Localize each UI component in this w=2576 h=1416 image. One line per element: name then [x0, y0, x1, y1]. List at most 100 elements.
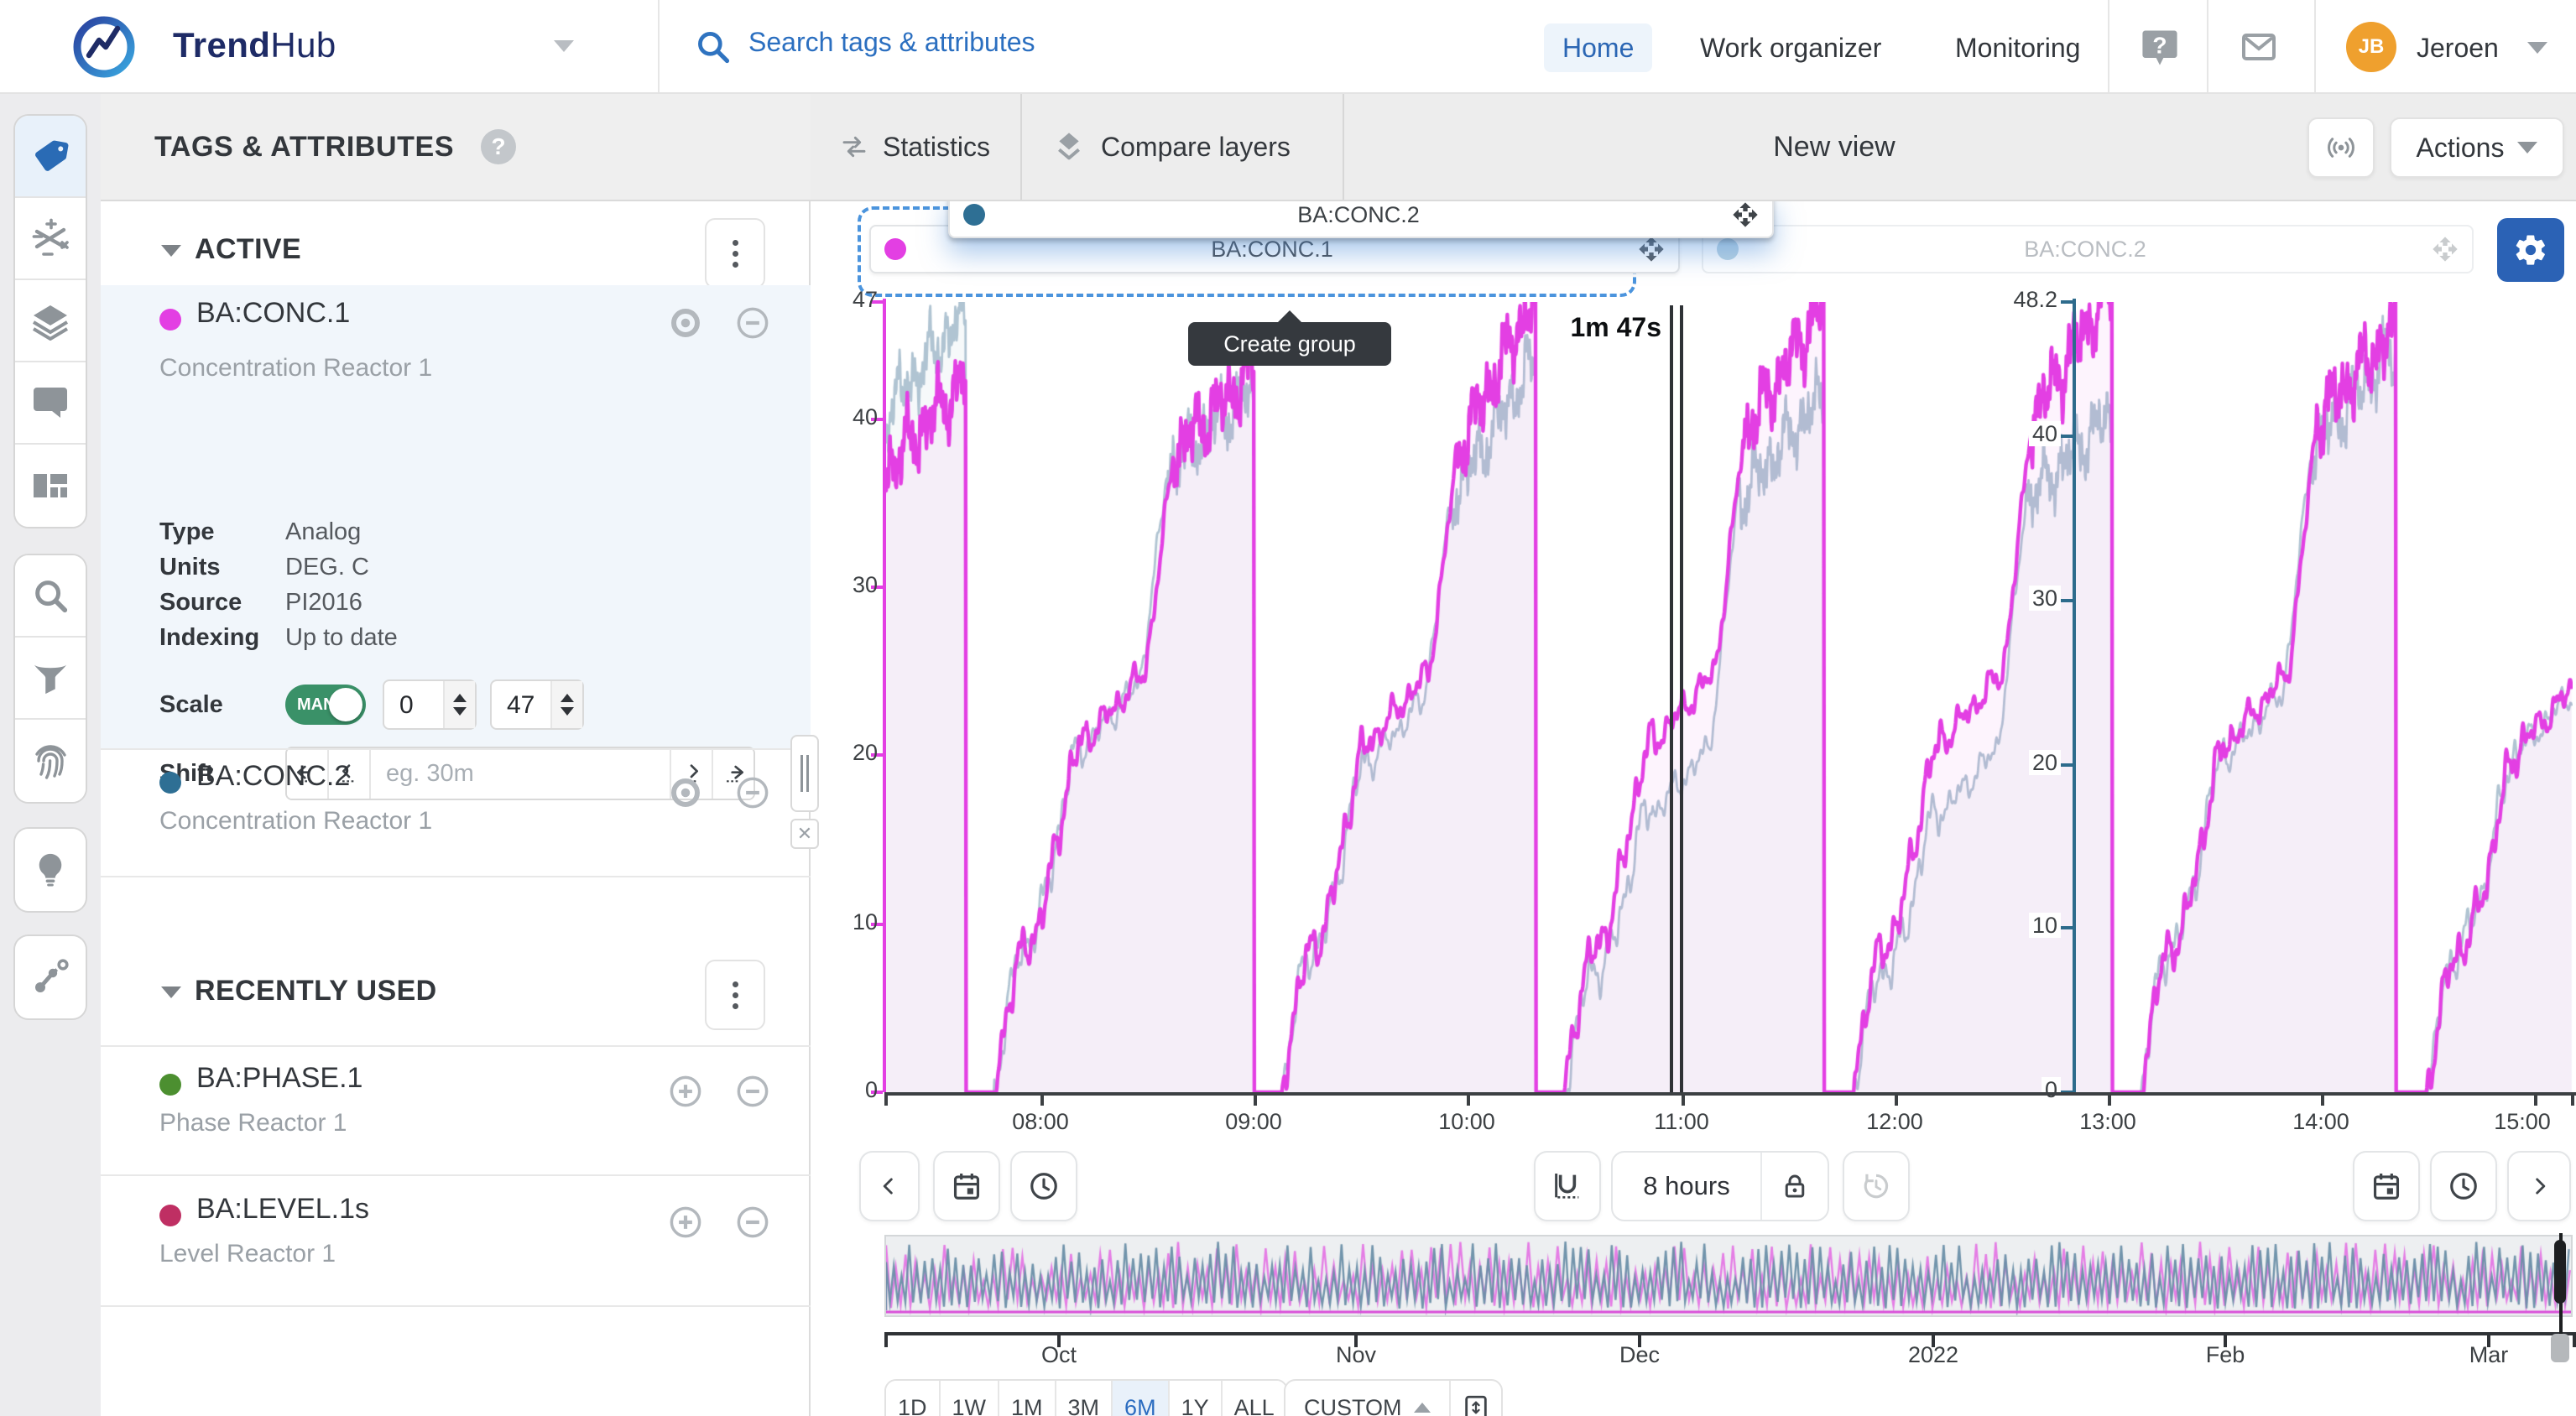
nav-divider [658, 0, 660, 92]
attr-label: Type [159, 518, 215, 545]
preset-1w[interactable]: 1W [940, 1381, 1000, 1416]
active-section-header: ACTIVE [101, 215, 811, 290]
y-axis-tick-label: 47 [852, 287, 878, 312]
rail-item-fingerprint[interactable] [15, 720, 86, 802]
y-axis-tick-label: 40 [1885, 421, 2061, 447]
preset-all[interactable]: ALL [1222, 1381, 1286, 1416]
chart-type-button[interactable] [1534, 1151, 1601, 1221]
start-calendar-button[interactable] [933, 1151, 1000, 1221]
panel-resize-handle[interactable] [790, 735, 819, 812]
create-group-tooltip: Create group [1188, 310, 1391, 366]
time-cursor-line[interactable] [1670, 305, 1673, 1092]
history-button[interactable] [1843, 1151, 1910, 1221]
shift-far-left-button[interactable] [287, 748, 329, 799]
custom-range-button[interactable]: CUSTOM [1285, 1381, 1451, 1416]
avatar[interactable]: JB [2346, 22, 2396, 72]
overview-range-handle[interactable] [2554, 1240, 2566, 1304]
tags-panel-header: TAGS & ATTRIBUTES ? [101, 94, 811, 201]
stepper-arrows[interactable] [550, 681, 582, 728]
broadcast-button[interactable] [2307, 117, 2375, 178]
tag-card[interactable]: BA:LEVEL.1s Level Reactor 1 [101, 1174, 811, 1305]
preset-1y[interactable]: 1Y [1169, 1381, 1223, 1416]
compare-layers-icon [1058, 133, 1080, 160]
collapse-chevron-icon[interactable] [161, 987, 181, 998]
time-cursor-line[interactable] [1680, 305, 1683, 1092]
mail-icon[interactable] [2239, 27, 2279, 67]
remove-minus-icon[interactable] [735, 305, 770, 341]
recent-section-menu-button[interactable] [705, 960, 765, 1030]
view-title: New view [1773, 131, 1895, 163]
duration-label[interactable]: 8 hours [1643, 1171, 1730, 1200]
end-calendar-button[interactable] [2353, 1151, 2420, 1221]
end-time-button[interactable] [2430, 1151, 2497, 1221]
panel-close-button[interactable]: ✕ [790, 819, 819, 849]
active-section-menu-button[interactable] [705, 218, 765, 289]
remove-minus-icon[interactable] [735, 1074, 770, 1109]
timeline-axis [884, 1332, 2576, 1335]
rail-item-dashboards[interactable] [15, 445, 86, 527]
pan-right-button[interactable] [2507, 1151, 2571, 1221]
user-menu[interactable]: Jeroen [2417, 33, 2499, 63]
preset-3m[interactable]: 3M [1056, 1381, 1113, 1416]
chart-settings-button[interactable] [2497, 218, 2564, 282]
collapse-chevron-icon[interactable] [161, 245, 181, 257]
layers-icon [32, 305, 69, 341]
gear-icon [2516, 235, 2545, 265]
rail-item-filter[interactable] [15, 638, 86, 720]
tab-work-organizer[interactable]: Work organizer [1700, 33, 1882, 63]
rail-item-comments[interactable] [15, 362, 86, 445]
preset-6m[interactable]: 6M [1113, 1381, 1170, 1416]
rail-item-tags[interactable] [15, 116, 86, 198]
select-range-icon[interactable] [1451, 1381, 1501, 1416]
shift-left-button[interactable] [329, 748, 371, 799]
search-input[interactable] [748, 27, 1252, 58]
rail-item-recommendations[interactable] [15, 829, 86, 911]
tab-home[interactable]: Home [1544, 23, 1653, 72]
scale-min-stepper[interactable]: 0 [383, 679, 477, 730]
trend-chart-canvas[interactable] [884, 302, 2573, 1092]
rail-item-formulas[interactable] [15, 198, 86, 280]
rail-item-layers[interactable] [15, 280, 86, 362]
tab-monitoring[interactable]: Monitoring [1955, 33, 2081, 63]
workspace-chevron-down-icon[interactable] [554, 40, 574, 52]
start-time-button[interactable] [1010, 1151, 1077, 1221]
dashboard-icon [34, 474, 67, 497]
overview-strip[interactable] [884, 1233, 2573, 1362]
overview-canvas [886, 1236, 2571, 1315]
overview-range-knob[interactable] [2551, 1334, 2569, 1362]
lock-icon[interactable] [1760, 1153, 1828, 1220]
panel-title: TAGS & ATTRIBUTES [154, 130, 455, 163]
add-plus-icon[interactable] [668, 1074, 703, 1109]
fingerprint-icon [35, 745, 66, 779]
move-icon[interactable] [1732, 201, 1759, 228]
compare-layers-button[interactable]: Compare layers [1022, 94, 1344, 200]
shift-input[interactable] [371, 748, 670, 799]
tag-card[interactable]: BA:PHASE.1 Phase Reactor 1 [101, 1045, 811, 1174]
shift-far-right-button[interactable] [712, 748, 754, 799]
statistics-button[interactable]: Statistics [811, 94, 1022, 200]
user-chevron-down-icon[interactable] [2527, 42, 2547, 54]
rail-item-search[interactable] [15, 555, 86, 638]
scale-mode-toggle[interactable]: MAN. [285, 685, 366, 725]
remove-minus-icon[interactable] [735, 775, 770, 810]
tag-card-active[interactable]: BA:CONC.1 Concentration Reactor 1 Type A… [101, 285, 811, 800]
comment-icon [34, 388, 67, 418]
move-icon[interactable] [1638, 236, 1665, 263]
tag-card[interactable]: BA:CONC.2 Concentration Reactor 1 [101, 748, 811, 876]
actions-button[interactable]: Actions [2390, 117, 2564, 178]
scale-max-stepper[interactable]: 47 [490, 679, 584, 730]
pan-left-button[interactable] [859, 1151, 920, 1221]
y-axis-tick-label: 40 [852, 404, 878, 429]
stepper-arrows[interactable] [443, 681, 475, 728]
rail-item-context[interactable] [15, 936, 86, 1018]
preset-1m[interactable]: 1M [999, 1381, 1056, 1416]
add-plus-icon[interactable] [668, 1205, 703, 1240]
visibility-eye-icon[interactable] [668, 305, 703, 341]
visibility-eye-icon[interactable] [668, 775, 703, 810]
remove-minus-icon[interactable] [735, 1205, 770, 1240]
help-icon[interactable]: ? [2138, 25, 2182, 69]
preset-1d[interactable]: 1D [886, 1381, 941, 1416]
x-axis-tick-label: 08:00 [1012, 1109, 1069, 1134]
active-section-title: ACTIVE [195, 233, 302, 265]
panel-help-icon[interactable]: ? [481, 129, 517, 164]
